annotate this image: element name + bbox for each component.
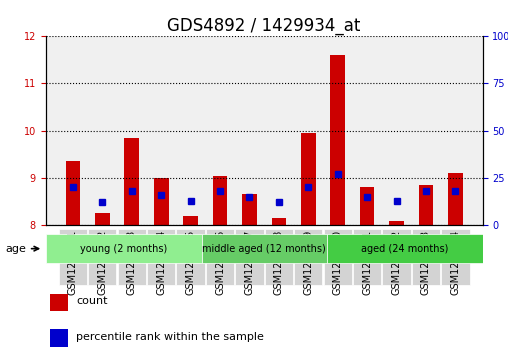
Bar bbox=[419, 185, 433, 225]
Text: middle aged (12 months): middle aged (12 months) bbox=[202, 244, 326, 254]
FancyBboxPatch shape bbox=[324, 229, 352, 285]
FancyBboxPatch shape bbox=[441, 229, 469, 285]
Bar bbox=[242, 194, 257, 225]
Bar bbox=[183, 216, 198, 225]
FancyBboxPatch shape bbox=[235, 229, 264, 285]
FancyBboxPatch shape bbox=[88, 229, 116, 285]
FancyBboxPatch shape bbox=[118, 229, 146, 285]
Bar bbox=[124, 138, 139, 225]
Bar bbox=[360, 187, 374, 225]
FancyBboxPatch shape bbox=[412, 229, 440, 285]
FancyBboxPatch shape bbox=[46, 234, 202, 264]
Text: aged (24 months): aged (24 months) bbox=[361, 244, 448, 254]
FancyBboxPatch shape bbox=[176, 229, 205, 285]
Bar bbox=[301, 133, 315, 225]
Text: percentile rank within the sample: percentile rank within the sample bbox=[76, 332, 264, 342]
FancyBboxPatch shape bbox=[206, 229, 234, 285]
FancyBboxPatch shape bbox=[383, 229, 410, 285]
Bar bbox=[213, 175, 228, 225]
Bar bbox=[95, 213, 110, 225]
Text: age: age bbox=[5, 244, 39, 254]
Title: GDS4892 / 1429934_at: GDS4892 / 1429934_at bbox=[168, 17, 361, 35]
FancyBboxPatch shape bbox=[59, 229, 87, 285]
FancyBboxPatch shape bbox=[353, 229, 381, 285]
Bar bbox=[50, 294, 68, 311]
Bar bbox=[271, 218, 286, 225]
Bar bbox=[50, 330, 68, 347]
FancyBboxPatch shape bbox=[202, 234, 327, 264]
Bar bbox=[389, 221, 404, 225]
Bar bbox=[154, 178, 169, 225]
Text: count: count bbox=[76, 296, 108, 306]
FancyBboxPatch shape bbox=[147, 229, 175, 285]
FancyBboxPatch shape bbox=[327, 234, 483, 264]
FancyBboxPatch shape bbox=[294, 229, 323, 285]
Text: young (2 months): young (2 months) bbox=[80, 244, 167, 254]
Bar bbox=[330, 55, 345, 225]
Bar bbox=[66, 161, 80, 225]
Bar bbox=[448, 173, 463, 225]
FancyBboxPatch shape bbox=[265, 229, 293, 285]
